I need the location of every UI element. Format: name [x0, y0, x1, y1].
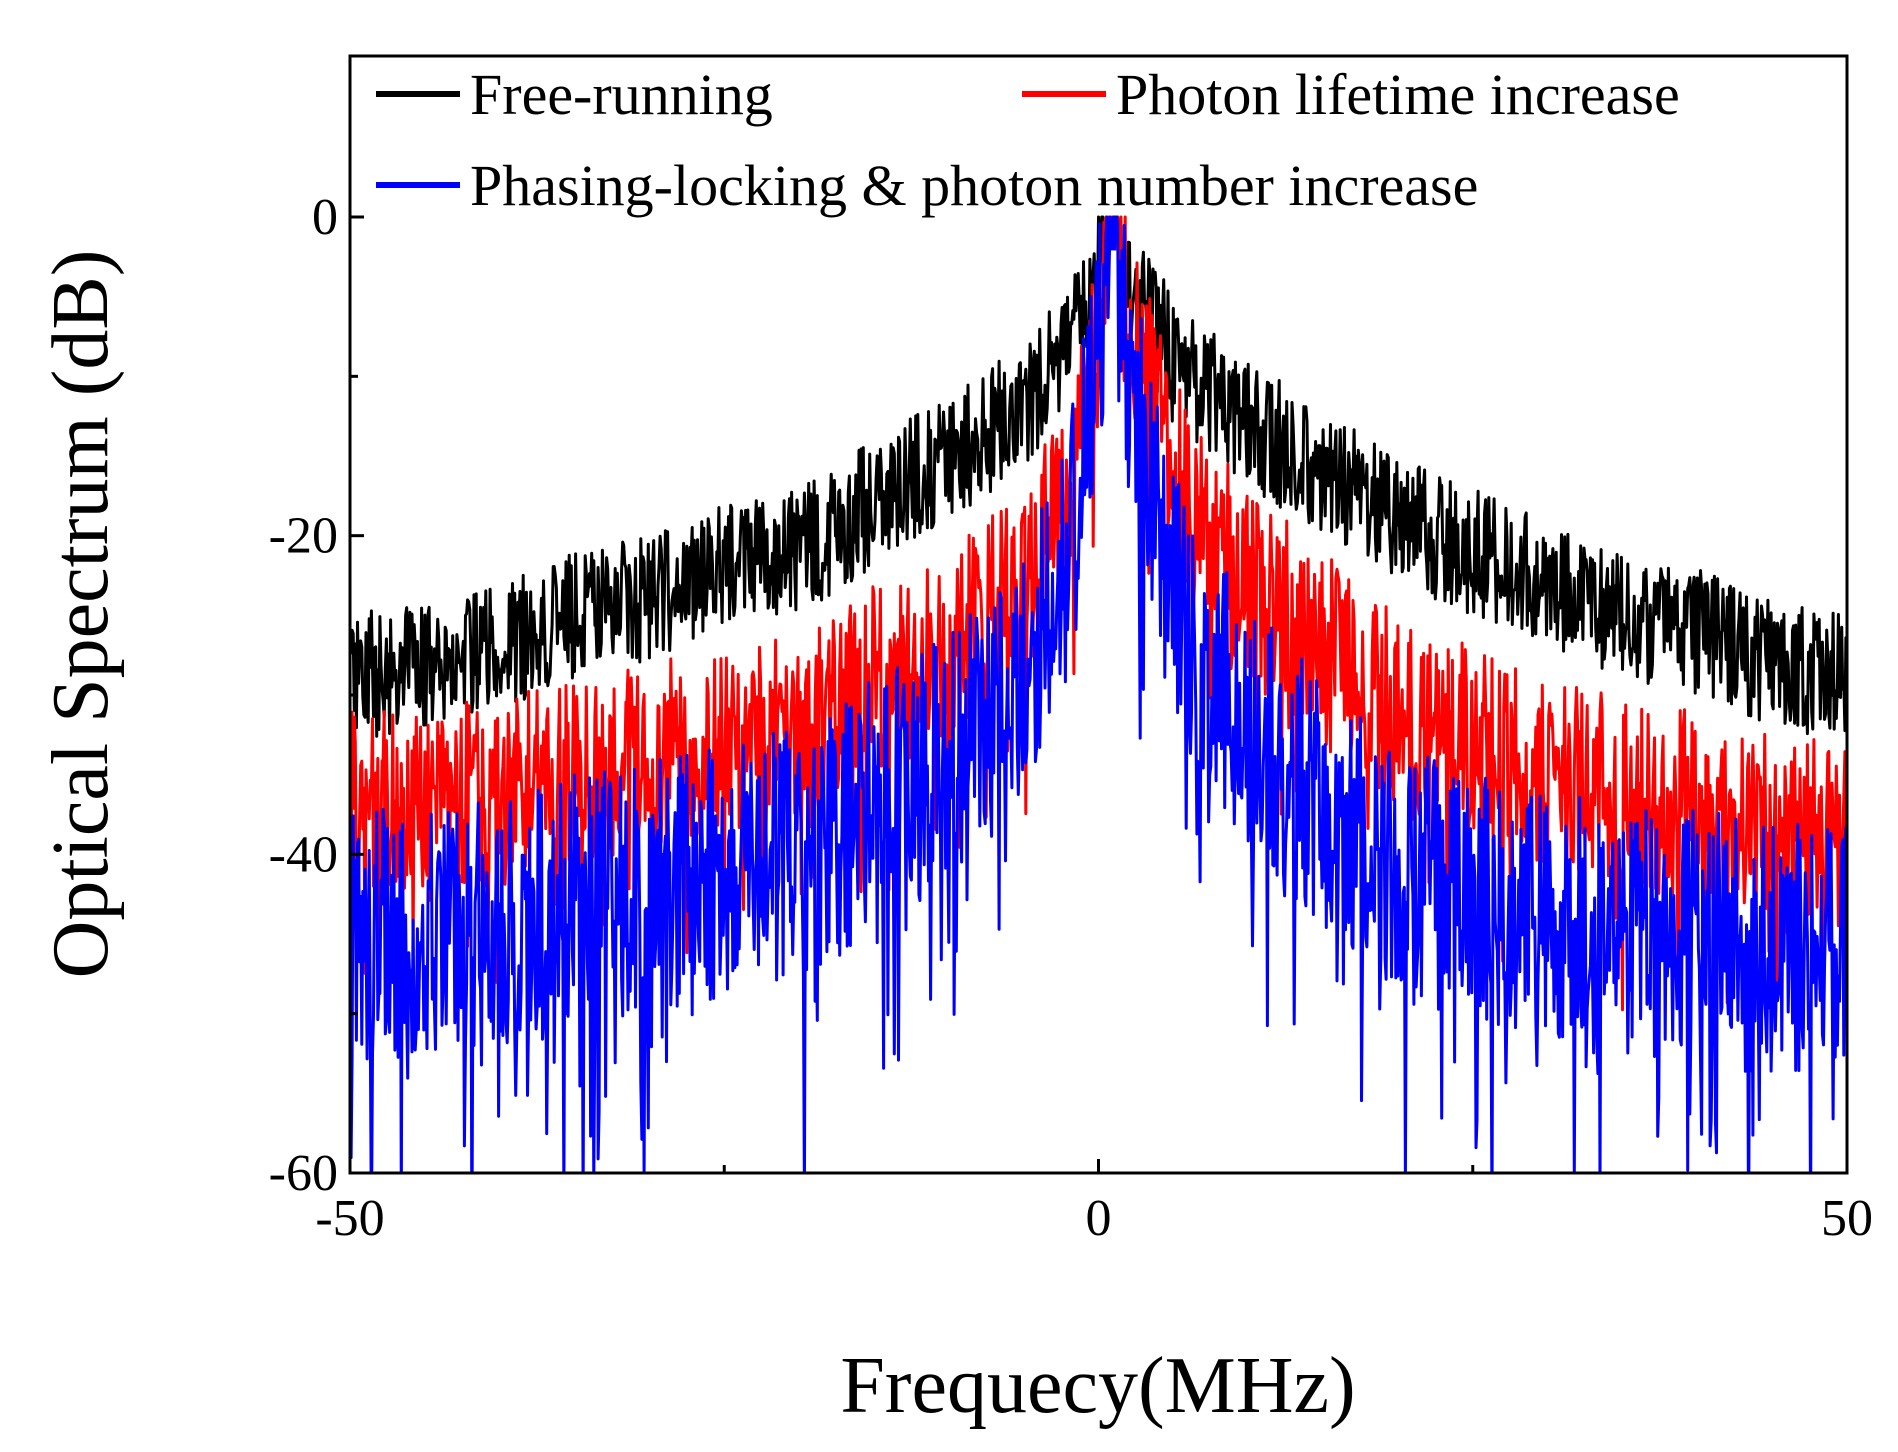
- y-tick-label: -40: [269, 826, 338, 883]
- x-tick-label: -50: [315, 1190, 384, 1247]
- y-tick-label: -20: [269, 508, 338, 565]
- x-tick-label: 0: [1086, 1190, 1112, 1247]
- series-line-phasing-locking-photon-number-increase: [350, 215, 1847, 1173]
- y-tick-label: -60: [269, 1145, 338, 1202]
- legend-label-free-running: Free-running: [470, 62, 773, 127]
- legend-label-photon-lifetime: Photon lifetime increase: [1116, 62, 1680, 127]
- series-line-free-running: [350, 215, 1847, 738]
- legend-label-phase-locking: Phasing-locking & photon number increase: [470, 153, 1478, 218]
- y-axis-ticks: 0 -20 -40 -60: [269, 189, 364, 1202]
- x-tick-label: 50: [1821, 1190, 1873, 1247]
- x-axis-ticks: -50 0 50: [315, 1159, 1873, 1247]
- x-axis-title: Frequecy(MHz): [840, 1342, 1355, 1430]
- y-tick-label: 0: [312, 189, 338, 246]
- y-axis-title: Optical Spectrum (dB): [37, 250, 125, 979]
- series-layer: [350, 215, 1847, 1173]
- legend: Free-running Photon lifetime increase Ph…: [376, 62, 1680, 218]
